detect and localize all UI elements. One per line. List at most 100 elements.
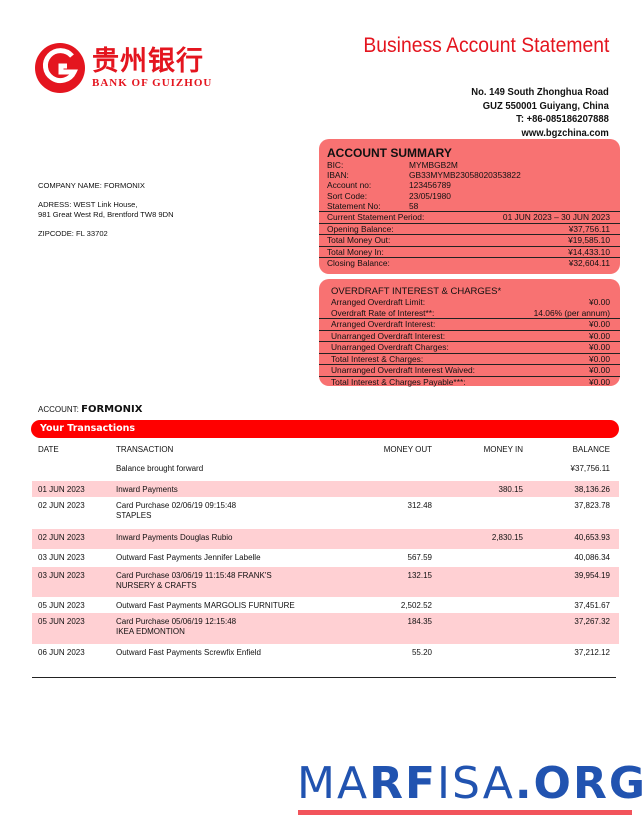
summary-row: Statement No: 58 <box>319 201 620 211</box>
cell-money-out: 132.15 <box>407 571 432 580</box>
row-value: ¥0.00 <box>589 297 610 307</box>
cell-money-out: 55.20 <box>411 648 432 657</box>
cell-money-out: 567.59 <box>407 553 432 562</box>
summary-row: BIC: MYMBGB2M <box>319 160 620 170</box>
summary-row: Unarranged Overdraft Interest Waived: ¥0.… <box>319 364 620 376</box>
row-label: Unarranged Overdraft Charges: <box>331 342 449 352</box>
table-row: Balance brought forward ¥37,756.11 <box>32 460 619 481</box>
row-label: Total Money Out: <box>327 235 391 246</box>
overdraft-title: OVERDRAFT INTEREST & CHARGES* <box>331 286 502 297</box>
summary-row: Closing Balance: ¥32,604.11 <box>319 257 620 269</box>
cell-date: 02 JUN 2023 <box>38 501 85 510</box>
address-line: GUZ 550001 Guiyang, China <box>482 99 609 112</box>
row-label: Sort Code: <box>327 190 368 201</box>
cell-date: 01 JUN 2023 <box>38 485 85 494</box>
row-label: Closing Balance: <box>327 258 390 269</box>
transactions-table: DATE TRANSACTION MONEY OUT MONEY IN BALA… <box>32 441 619 666</box>
row-value: ¥19,585.10 <box>568 235 610 246</box>
watermark-underline <box>298 810 632 815</box>
col-money-out: MONEY OUT <box>383 445 432 454</box>
cell-money-out: 2,502.52 <box>400 601 432 610</box>
bank-address: No. 149 South Zhonghua Road GUZ 550001 G… <box>471 86 609 140</box>
row-value: 01 JUN 2023 – 30 JUN 2023 <box>502 212 610 223</box>
row-value: ¥0.00 <box>589 353 610 364</box>
overdraft-summary: OVERDRAFT INTEREST & CHARGES* Arranged O… <box>319 279 620 388</box>
col-transaction: TRANSACTION <box>116 445 174 454</box>
cell-money-out: 184.35 <box>407 617 432 626</box>
table-row: 05 JUN 2023 Card Purchase 05/06/19 12:15:… <box>32 613 619 644</box>
transaction-desc-2: STAPLES <box>116 511 152 520</box>
row-value: 23/05/1980 <box>409 190 451 201</box>
summary-row: Total Interest & Charges Payable***: ¥0.0… <box>319 375 620 388</box>
bank-logo-mark <box>35 43 85 93</box>
cell-balance: 37,212.12 <box>574 648 610 657</box>
row-label: Opening Balance: <box>327 223 394 234</box>
table-row: 02 JUN 2023 Card Purchase 02/06/19 09:15:… <box>32 497 619 529</box>
cell-transaction: Outward Fast Payments MARGOLIS FURNITURE <box>116 601 295 611</box>
row-value: GB33MYMB23058020353822 <box>409 170 521 181</box>
cell-date: 05 JUN 2023 <box>38 601 85 610</box>
row-value: ¥0.00 <box>589 342 610 352</box>
summary-row: Current Statement Period: 01 JUN 2023 – 3… <box>319 211 620 223</box>
account-label: ACCOUNT: FORMONIX <box>38 404 142 415</box>
cell-balance: 38,136.26 <box>574 485 610 494</box>
row-label: BIC: <box>327 160 344 170</box>
table-row: 06 JUN 2023 Outward Fast Payments Screwfi… <box>32 644 619 666</box>
cell-transaction: Card Purchase 02/06/19 09:15:48 STAPLES <box>116 501 236 521</box>
row-label: Unarranged Overdraft Interest Waived: <box>331 365 475 375</box>
summary-row: Arranged Overdraft Limit: ¥0.00 <box>319 297 620 308</box>
table-row: 05 JUN 2023 Outward Fast Payments MARGOLI… <box>32 597 619 613</box>
bank-logo: 贵州银行 BANK OF GUIZHOU <box>34 42 212 94</box>
company-info: COMPANY NAME: FORMONIX ADRESS: WEST Link… <box>38 181 174 248</box>
summary-title: ACCOUNT SUMMARY <box>327 146 452 160</box>
transaction-desc-2: IKEA EDMONTION <box>116 627 185 636</box>
row-value: ¥0.00 <box>589 365 610 375</box>
row-label: Current Statement Period: <box>327 212 425 223</box>
row-value: 14.06% (per annum) <box>533 307 610 318</box>
row-value: ¥0.00 <box>589 376 610 387</box>
website-link[interactable]: www.bgzchina.com <box>521 126 609 139</box>
row-value: 58 <box>409 200 419 211</box>
table-row: 03 JUN 2023 Card Purchase 03/06/19 11:15:… <box>32 567 619 597</box>
cell-balance: 39,954.19 <box>574 571 610 580</box>
row-value: ¥0.00 <box>589 330 610 341</box>
page-title: Business Account Statement <box>363 34 609 57</box>
transaction-desc: Card Purchase 03/06/19 11:15:48 FRANK'S <box>116 571 272 580</box>
cell-date: 05 JUN 2023 <box>38 617 85 626</box>
row-label: Total Interest & Charges Payable***: <box>331 376 466 387</box>
row-value: ¥32,604.11 <box>568 258 610 269</box>
transaction-desc: Outward Fast Payments MARGOLIS FURNITURE <box>116 601 295 610</box>
cell-balance: 37,451.67 <box>574 601 610 610</box>
cell-date: 06 JUN 2023 <box>38 648 85 657</box>
summary-row: Opening Balance: ¥37,756.11 <box>319 222 620 235</box>
cell-balance: 37,823.78 <box>574 501 610 510</box>
account-summary: ACCOUNT SUMMARY BIC: MYMBGB2M IBAN: GB33MYM… <box>319 139 620 274</box>
row-value: ¥0.00 <box>589 319 610 329</box>
cell-transaction: Balance brought forward <box>116 464 203 474</box>
col-date: DATE <box>38 445 59 454</box>
row-label: Total Money In: <box>327 246 384 257</box>
company-zipcode: ZIPCODE: FL 33702 <box>38 229 108 238</box>
cell-date: 02 JUN 2023 <box>38 533 85 542</box>
transactions-header-band: Your Transactions <box>31 420 619 438</box>
divider <box>32 677 616 678</box>
summary-row: Total Money In: ¥14,433.10 <box>319 245 620 258</box>
cell-balance: 40,086.34 <box>574 553 610 562</box>
row-value: MYMBGB2M <box>409 160 458 170</box>
transaction-desc: Card Purchase 02/06/19 09:15:48 <box>116 501 237 510</box>
table-row: 01 JUN 2023 Inward Payments 380.15 38,136.2… <box>32 481 619 497</box>
cell-transaction: Inward Payments <box>116 485 178 495</box>
cell-balance: 37,267.32 <box>574 617 610 626</box>
summary-row: Unarranged Overdraft Charges: ¥0.00 <box>319 341 620 353</box>
row-label: IBAN: <box>327 170 349 181</box>
table-row: 03 JUN 2023 Outward Fast Payments Jennife… <box>32 549 619 567</box>
table-row: 02 JUN 2023 Inward Payments Douglas Rubio… <box>32 529 619 549</box>
watermark-logo: MARFISA.ORG <box>297 758 644 809</box>
row-label: Unarranged Overdraft Interest: <box>331 330 446 341</box>
summary-row: Sort Code: 23/05/1980 <box>319 191 620 201</box>
row-label: Arranged Overdraft Limit: <box>331 297 426 307</box>
row-value: ¥14,433.10 <box>568 246 610 257</box>
cell-transaction: Inward Payments Douglas Rubio <box>116 533 233 543</box>
transaction-desc: Inward Payments Douglas Rubio <box>116 533 233 542</box>
summary-row: Arranged Overdraft Interest: ¥0.00 <box>319 318 620 330</box>
